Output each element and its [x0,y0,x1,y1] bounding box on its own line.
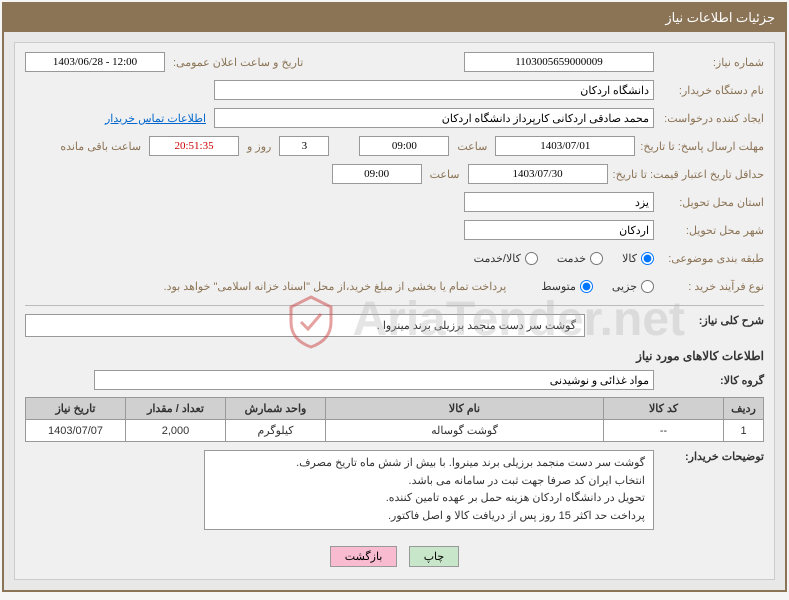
page-header: جزئیات اطلاعات نیاز [4,4,785,32]
desc-label: شرح کلی نیاز: [654,314,764,327]
goods-section-title: اطلاعات کالاهای مورد نیاز [25,349,764,363]
validity-label: حداقل تاریخ اعتبار قیمت: تا تاریخ: [608,168,764,181]
announce-label: تاریخ و ساعت اعلان عمومی: [165,56,311,69]
desc-box: گوشت سر دست منجمد برزیلی برند مینروا . [25,314,585,337]
form-panel: شماره نیاز: تاریخ و ساعت اعلان عمومی: نا… [14,42,775,580]
contact-link[interactable]: اطلاعات تماس خریدار [105,112,206,125]
province-label: استان محل تحویل: [654,196,764,209]
city-label: شهر محل تحویل: [654,224,764,237]
th-qty: تعداد / مقدار [126,398,226,420]
announce-date-input[interactable] [25,52,165,72]
purchase-type-label: نوع فرآیند خرید : [654,280,764,293]
need-number-label: شماره نیاز: [654,56,764,69]
radio-small[interactable]: جزیی [612,280,654,293]
deadline-date-input[interactable] [495,136,635,156]
back-button[interactable]: بازگشت [330,546,398,567]
validity-date-input[interactable] [468,164,608,184]
buyer-notes-box: گوشت سر دست منجمد برزیلی برند مینروا. با… [204,450,654,530]
days-left-input[interactable] [279,136,329,156]
table-row: 1 -- گوشت گوساله کیلوگرم 2,000 1403/07/0… [26,420,764,442]
time-left-input[interactable] [149,136,239,156]
group-input[interactable] [94,370,654,390]
radio-goods[interactable]: کالا [622,252,654,265]
buyer-notes-label: توضیحات خریدار: [654,450,764,463]
th-code: کد کالا [604,398,724,420]
category-label: طبقه بندی موضوعی: [654,252,764,265]
province-input[interactable] [464,192,654,212]
deadline-label: مهلت ارسال پاسخ: تا تاریخ: [635,140,764,153]
th-date: تاریخ نیاز [26,398,126,420]
group-label: گروه کالا: [654,374,764,387]
radio-medium[interactable]: متوسط [541,280,593,293]
need-number-input[interactable] [464,52,654,72]
radio-both[interactable]: کالا/خدمت [474,252,538,265]
print-button[interactable]: چاپ [409,546,460,567]
th-row: ردیف [724,398,764,420]
th-name: نام کالا [326,398,604,420]
requester-label: ایجاد کننده درخواست: [654,112,764,125]
buyer-org-label: نام دستگاه خریدار: [654,84,764,97]
buyer-org-input[interactable] [214,80,654,100]
requester-input[interactable] [214,108,654,128]
th-unit: واحد شمارش [226,398,326,420]
time-label-2: ساعت [422,168,468,181]
remaining-label: ساعت باقی مانده [52,140,149,153]
days-and-label: روز و [239,140,279,153]
validity-time-input[interactable] [332,164,422,184]
time-label-1: ساعت [449,140,495,153]
city-input[interactable] [464,220,654,240]
payment-note: پرداخت تمام یا بخشی از مبلغ خرید،از محل … [164,280,507,293]
deadline-time-input[interactable] [359,136,449,156]
radio-service[interactable]: خدمت [557,252,603,265]
goods-table: ردیف کد کالا نام کالا واحد شمارش تعداد /… [25,397,764,442]
